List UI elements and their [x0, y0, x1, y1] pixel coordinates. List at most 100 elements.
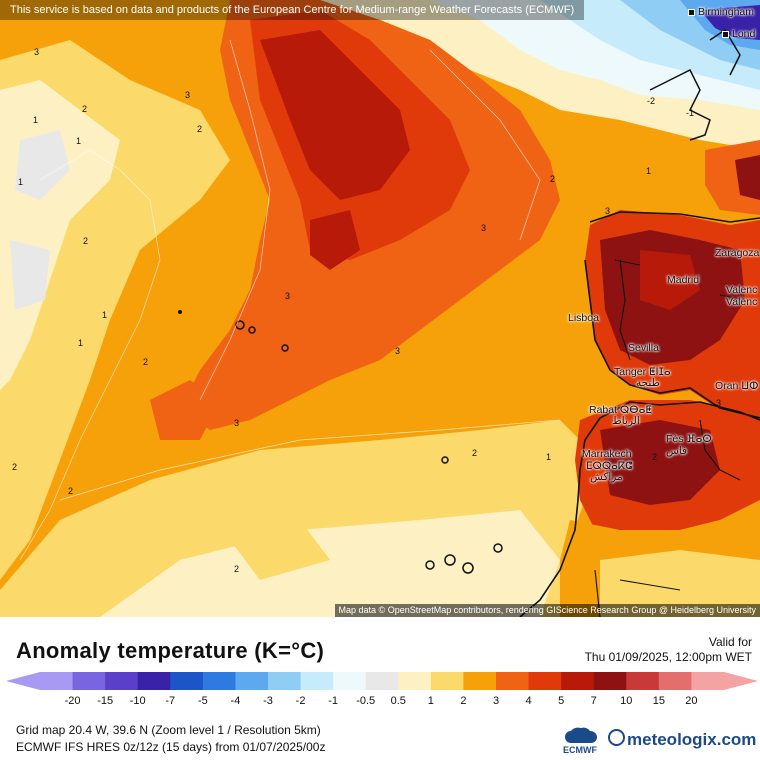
- contour-label: -1: [686, 108, 695, 118]
- contour-label: 2: [12, 462, 18, 472]
- city-valencia[interactable]: Valenc: [726, 284, 758, 296]
- meteologix-logo[interactable]: meteologix.com: [608, 729, 756, 750]
- color-scale-tick-label: 4: [525, 695, 532, 707]
- scale-min-arrow: [6, 672, 40, 690]
- contour-label: -2: [647, 96, 656, 106]
- city-london[interactable]: Lond: [722, 28, 755, 40]
- contour-label: 2: [652, 452, 658, 462]
- map-attribution[interactable]: Map data © OpenStreetMap contributors, r…: [334, 604, 760, 617]
- color-scale-tick-label: 10: [620, 695, 633, 707]
- city-rabat[interactable]: Rabat ⵕⴱⴰⵟ: [589, 404, 652, 416]
- city-tanger[interactable]: Tanger ⵟⵏⵊⴰ: [614, 366, 671, 378]
- color-scale-tick-label: 7: [590, 695, 597, 707]
- city-rabat-ar: الرباط: [612, 415, 640, 427]
- city-oran[interactable]: Oran ⵡⵀ: [715, 380, 759, 392]
- map-canvas: [0, 0, 760, 617]
- color-scale-cell: [40, 672, 74, 690]
- color-scale-cell: [658, 672, 692, 690]
- color-scale-tick-label: -1: [328, 695, 339, 707]
- contour-label: 1: [646, 166, 652, 176]
- color-scale-tick-label: 20: [685, 695, 698, 707]
- color-scale-cell: [72, 672, 106, 690]
- city-fes-ar: فاس: [666, 445, 688, 457]
- city-valencia-ca: Valènc: [726, 296, 758, 308]
- model-info: ECMWF IFS HRES 0z/12z (15 days) from 01/…: [16, 740, 326, 754]
- contour-label: 3: [234, 418, 240, 428]
- contour-label: 2: [68, 486, 74, 496]
- valid-for-label: Valid for: [708, 635, 752, 649]
- color-scale-cell: [430, 672, 464, 690]
- contour-label: 1: [18, 177, 24, 187]
- city-zaragoza[interactable]: Zaragoza: [715, 247, 760, 259]
- color-scale-tick-label: -5: [197, 695, 208, 707]
- contour-label: 2: [472, 448, 478, 458]
- color-scale-cell: [496, 672, 530, 690]
- color-scale-ticks: -20 -15 -10 -7 -5 -4 -3 -2 -1 -0.5 0.5 1 2 3 4 5 7 10 15 20: [0, 695, 760, 709]
- color-scale-cell: [137, 672, 171, 690]
- city-marrakech-ar: مراكش: [590, 471, 623, 483]
- color-scale-tick-label: -0.5: [356, 695, 376, 707]
- city-birmingham[interactable]: Birmingham: [688, 6, 754, 18]
- contour-label: 2: [82, 104, 88, 114]
- map-title: Anomaly temperature (K=°C): [16, 638, 325, 663]
- color-scale-cell: [561, 672, 595, 690]
- contour-label: 1: [76, 136, 82, 146]
- color-scale-tick-label: -15: [97, 695, 114, 707]
- forecast-map[interactable]: This service is based on data and produc…: [0, 0, 760, 617]
- city-lisboa[interactable]: Lisboa: [568, 312, 599, 324]
- city-marrakech[interactable]: Marrakech: [582, 448, 632, 460]
- color-scale-tick-label: 15: [652, 695, 665, 707]
- contour-label: 3: [395, 346, 401, 356]
- color-scale-cell: [300, 672, 334, 690]
- scale-max-arrow: [724, 672, 758, 690]
- meteologix-icon: [608, 729, 625, 746]
- color-scale-cell: [463, 672, 497, 690]
- color-scale-tick-label: -3: [263, 695, 273, 707]
- contour-label: 3: [185, 90, 191, 100]
- color-scale-tick-label: -7: [165, 695, 176, 707]
- city-sevilla[interactable]: Sevilla: [628, 342, 659, 354]
- color-scale-bar: [6, 672, 758, 690]
- contour-label: 1: [78, 338, 84, 348]
- contour-label: 2: [83, 236, 89, 246]
- contour-label: 3: [481, 223, 487, 233]
- color-scale-cell: [333, 672, 367, 690]
- color-scale-tick-label: 1: [427, 695, 434, 707]
- color-scale-tick-label: -20: [64, 695, 81, 707]
- contour-label: 2: [143, 357, 149, 367]
- color-scale-cell: [268, 672, 302, 690]
- city-marrakech-tf: ⵎⵕⵕⴰⴽⵛ: [586, 460, 633, 472]
- contour-label: 3: [605, 206, 611, 216]
- color-scale-tick-label: -4: [230, 695, 241, 707]
- color-scale-tick-label: 5: [558, 695, 565, 707]
- color-scale-cell: [398, 672, 432, 690]
- color-scale-cell: [170, 672, 204, 690]
- grid-info: Grid map 20.4 W, 39.6 N (Zoom level 1 / …: [16, 723, 321, 737]
- city-madrid[interactable]: Madrid: [667, 274, 700, 286]
- color-scale-cell: [105, 672, 139, 690]
- meteologix-label: meteologix.com: [627, 730, 757, 749]
- color-scale-cell: [691, 672, 725, 690]
- color-scale-tick-label: 2: [460, 695, 467, 707]
- color-scale-tick-label: -2: [295, 695, 306, 707]
- contour-label: 1: [33, 115, 39, 125]
- color-scale-cell: [593, 672, 627, 690]
- color-scale-cell: [235, 672, 269, 690]
- contour-label: 1: [546, 452, 552, 462]
- color-scale-tick-label: -10: [129, 695, 146, 707]
- color-scale-cell: [365, 672, 399, 690]
- ecmwf-notice: This service is based on data and produc…: [0, 0, 585, 20]
- ecmwf-logo-icon[interactable]: [557, 727, 605, 757]
- valid-time[interactable]: Thu 01/09/2025, 12:00pm WET: [584, 650, 752, 664]
- color-scale-cell: [528, 672, 562, 690]
- color-scale-tick-label: 0.5: [390, 695, 406, 707]
- color-scale-cell: [626, 672, 660, 690]
- contour-label: 3: [285, 291, 291, 301]
- ecmwf-logo-label: ECMWF: [563, 745, 597, 755]
- contour-label: 1: [102, 310, 108, 320]
- color-scale-tick-label: 3: [492, 695, 500, 707]
- contour-label: 2: [234, 564, 240, 574]
- city-tanger-ar: طنجة: [636, 377, 660, 389]
- color-scale-cell: [202, 672, 236, 690]
- city-fes[interactable]: Fès ⴼⴰⵙ: [666, 433, 712, 445]
